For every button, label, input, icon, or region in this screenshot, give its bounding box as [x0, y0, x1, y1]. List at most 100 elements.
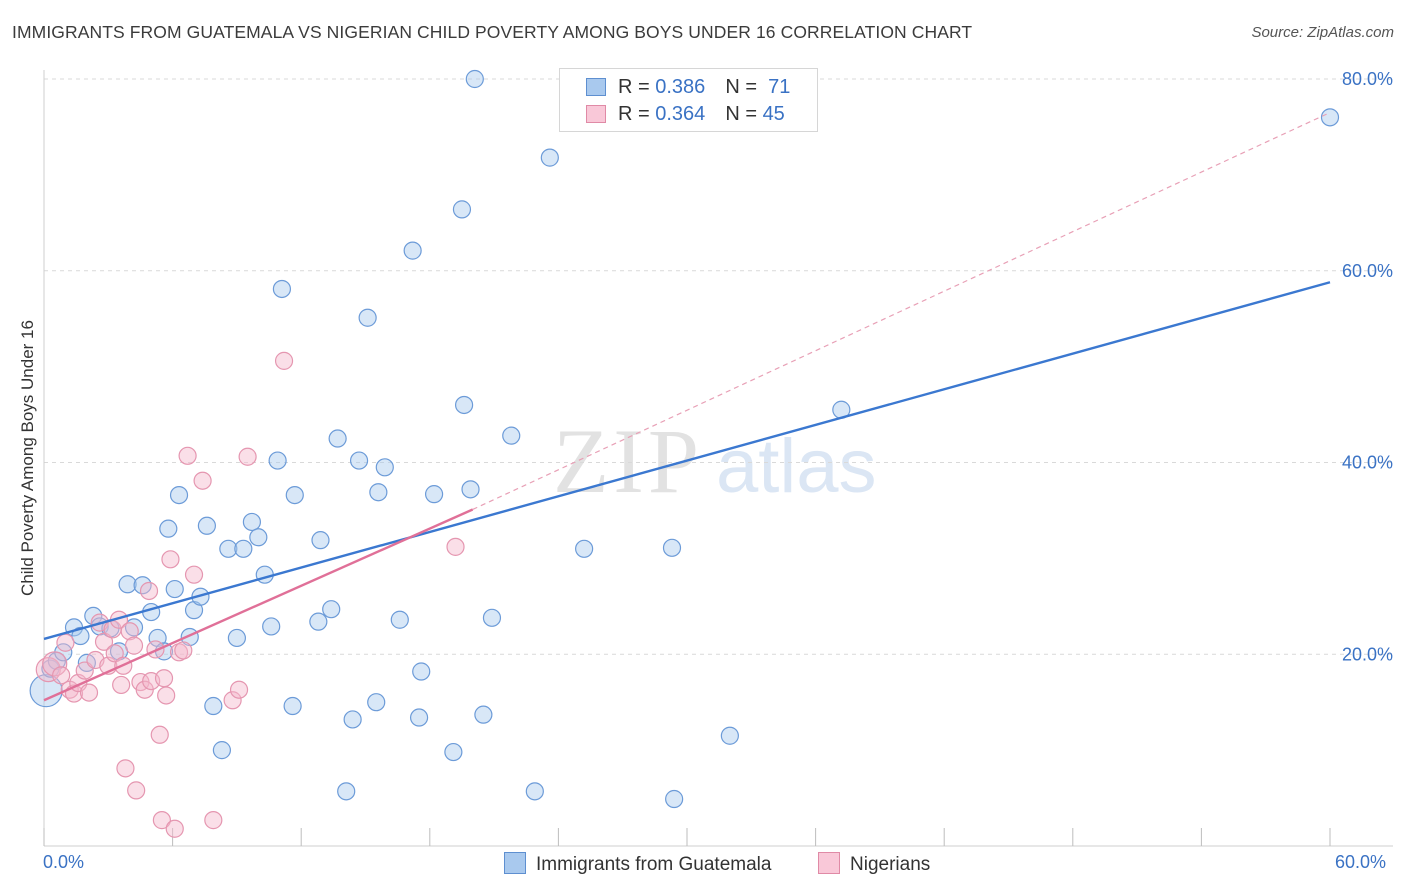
point-guatemala	[249, 528, 268, 547]
point-guatemala	[169, 485, 189, 505]
point-guatemala	[424, 485, 444, 504]
point-guatemala	[311, 531, 330, 550]
point-guatemala	[242, 512, 262, 532]
point-guatemala	[540, 148, 559, 167]
x-tick-max: 60.0%	[1335, 852, 1387, 872]
chart-title: IMMIGRANTS FROM GUATEMALA VS NIGERIAN CH…	[12, 22, 973, 42]
x-tick-min: 0.0%	[43, 852, 85, 872]
point-guatemala	[118, 575, 137, 594]
legend-swatch-pink	[586, 105, 606, 123]
y-tick-label: 20.0%	[1342, 644, 1393, 664]
source-label: Source: ZipAtlas.com	[1251, 24, 1394, 41]
point-guatemala	[234, 539, 253, 558]
trendline-guatemala	[43, 281, 1331, 641]
point-guatemala	[390, 610, 409, 629]
point-nigerians	[161, 550, 180, 569]
legend-n-value: 45	[762, 103, 785, 125]
point-guatemala	[465, 69, 484, 89]
point-nigerians	[157, 686, 176, 705]
y-tick-labels: 20.0% 40.0% 60.0% 80.0%	[1342, 69, 1393, 664]
point-guatemala	[71, 626, 90, 646]
y-tick-label: 60.0%	[1342, 261, 1393, 281]
legend-r-value: 0.386	[655, 76, 706, 98]
watermark: ZIP atlas	[553, 410, 877, 512]
point-guatemala	[262, 617, 281, 636]
point-guatemala	[474, 705, 493, 724]
point-guatemala	[343, 710, 362, 729]
bottom-legend-label: Nigerians	[850, 854, 931, 875]
legend-r-label: R =	[618, 103, 650, 125]
watermark-atlas: atlas	[716, 424, 877, 509]
legend-n-label: N =	[725, 103, 757, 125]
point-nigerians	[184, 565, 204, 584]
bottom-legend-nigerians: Nigerians	[818, 852, 930, 876]
point-guatemala	[159, 519, 178, 538]
point-nigerians	[154, 669, 174, 688]
bottom-legend-swatch-blue	[504, 852, 526, 874]
point-guatemala	[662, 538, 682, 557]
point-guatemala	[268, 451, 287, 470]
legend-r-value: 0.364	[655, 103, 706, 125]
point-nigerians	[223, 691, 242, 710]
point-guatemala	[337, 782, 356, 801]
bottom-legend-guatemala: Immigrants from Guatemala	[504, 852, 771, 876]
point-nigerians	[105, 644, 124, 663]
point-guatemala	[197, 516, 216, 535]
trendline-nigerians-extension	[472, 112, 1331, 511]
point-nigerians	[124, 636, 144, 655]
point-guatemala	[461, 480, 480, 499]
point-guatemala	[358, 308, 377, 327]
point-guatemala	[29, 674, 63, 708]
point-guatemala	[412, 662, 431, 681]
legend-row-guatemala: R = 0.386 N = 71	[586, 76, 790, 98]
point-guatemala	[482, 608, 502, 627]
trendline-nigerians	[43, 508, 474, 702]
point-guatemala	[665, 789, 684, 809]
point-guatemala	[204, 696, 223, 716]
trend-lines	[43, 112, 1331, 702]
point-guatemala	[375, 458, 394, 477]
point-nigerians	[56, 633, 75, 652]
point-guatemala	[285, 485, 304, 505]
point-guatemala	[328, 429, 347, 448]
point-nigerians	[79, 683, 99, 702]
point-nigerians	[165, 819, 184, 838]
bottom-legend-label: Immigrants from Guatemala	[536, 854, 772, 875]
y-tick-label: 80.0%	[1342, 69, 1393, 89]
point-guatemala	[227, 628, 246, 648]
point-guatemala	[272, 279, 292, 299]
point-guatemala	[452, 200, 472, 219]
point-nigerians	[116, 759, 135, 778]
point-nigerians	[152, 811, 171, 830]
point-guatemala	[369, 483, 388, 502]
point-guatemala	[502, 426, 521, 445]
point-guatemala	[444, 742, 463, 762]
point-nigerians	[94, 632, 114, 651]
point-guatemala	[322, 600, 341, 619]
point-guatemala	[525, 782, 544, 801]
point-guatemala	[720, 726, 739, 745]
point-nigerians	[178, 446, 197, 465]
point-nigerians	[193, 471, 212, 490]
point-nigerians	[127, 781, 146, 800]
point-guatemala	[309, 612, 328, 631]
point-nigerians	[446, 537, 465, 556]
series-nigerians-points	[35, 351, 465, 838]
point-nigerians	[238, 447, 257, 466]
series-guatemala-points	[29, 69, 1340, 809]
axes	[43, 70, 1393, 847]
y-tick-label: 40.0%	[1342, 453, 1393, 473]
point-guatemala	[219, 539, 238, 558]
point-nigerians	[42, 651, 68, 677]
bottom-legend-swatch-pink	[818, 852, 840, 874]
point-nigerians	[52, 666, 71, 685]
point-guatemala	[1320, 108, 1340, 127]
point-nigerians	[204, 811, 223, 830]
point-guatemala	[409, 708, 429, 727]
legend-n-value: 71	[768, 76, 791, 98]
point-guatemala	[403, 241, 422, 260]
point-nigerians	[120, 622, 139, 641]
point-guatemala	[283, 696, 302, 716]
point-guatemala	[165, 579, 184, 599]
